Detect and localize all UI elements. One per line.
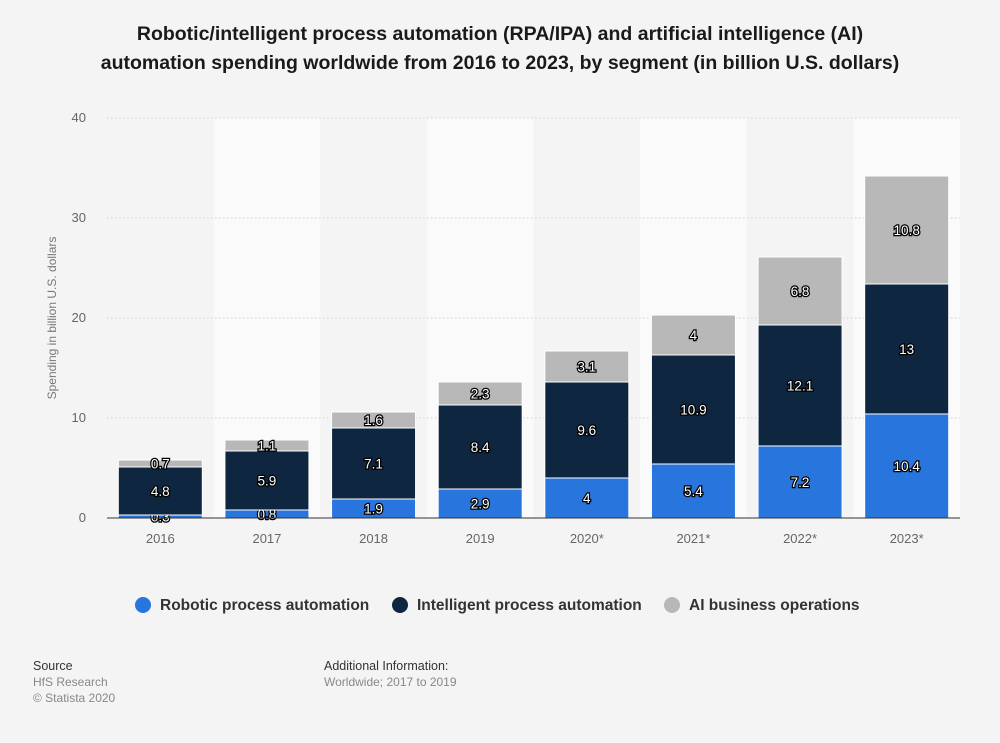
source-line: HfS Research (33, 675, 108, 689)
bar-segment (757, 445, 843, 519)
x-tick-label: 2018 (359, 531, 388, 546)
data-label: 10.4 (894, 459, 921, 474)
bar-segment (864, 175, 950, 285)
data-label: 3.1 (577, 360, 596, 375)
data-label: 4 (583, 491, 591, 506)
info-text: Worldwide; 2017 to 2019 (324, 675, 457, 689)
bar-segment (544, 350, 630, 383)
bar-segment (650, 354, 736, 465)
data-label: 12.1 (787, 379, 813, 394)
data-label: 7.1 (364, 457, 383, 472)
legend-label: AI business operations (689, 597, 860, 614)
data-label: 10.9 (680, 403, 706, 418)
data-label: 4.8 (151, 484, 170, 499)
x-tick-label: 2019 (466, 531, 495, 546)
data-label: 2.9 (471, 497, 490, 512)
info-heading: Additional Information: (324, 659, 449, 673)
legend-label: Intelligent process automation (417, 597, 642, 614)
bar-segment (757, 256, 843, 326)
bar-segment (437, 488, 523, 519)
y-tick-label: 30 (72, 210, 86, 225)
y-axis-label: Spending in billion U.S. dollars (45, 237, 59, 400)
bar-segment (224, 450, 310, 511)
data-label: 4 (690, 328, 698, 343)
bar-segment (331, 427, 417, 500)
source-heading: Source (33, 659, 73, 673)
bar-segment (437, 381, 523, 406)
data-label: 2.3 (471, 387, 490, 402)
source-block: Source HfS Research © Statista 2020 (33, 658, 115, 706)
data-label: 6.8 (791, 284, 810, 299)
x-tick-label: 2016 (146, 531, 175, 546)
x-tick-label: 2022* (783, 531, 817, 546)
data-label: 10.8 (894, 223, 920, 238)
y-tick-label: 10 (72, 410, 86, 425)
title-line: Robotic/intelligent process automation (… (136, 23, 864, 45)
bar-segment (650, 463, 736, 519)
source-line: © Statista 2020 (33, 691, 116, 705)
data-label: 1.1 (258, 439, 277, 454)
y-tick-label: 20 (72, 310, 86, 325)
bar-segment (117, 459, 203, 468)
bar-segment (437, 404, 523, 490)
x-tick-label: 2023* (890, 531, 924, 546)
data-label: 5.4 (684, 484, 703, 499)
bar-segment (544, 477, 630, 519)
stacked-bar-chart: 0 10 20 30 40 Spending in billion U.S. dollar… (45, 110, 960, 614)
additional-info-block: Additional Information: Worldwide; 2017 … (324, 658, 457, 690)
data-label: 7.2 (791, 475, 810, 490)
legend-marker (135, 597, 151, 613)
data-label: 13 (899, 342, 914, 357)
data-label: 1.9 (364, 502, 383, 517)
bar-segment (864, 413, 950, 519)
bar-segment (650, 314, 736, 356)
legend-label: Robotic process automation (160, 597, 369, 614)
bar-segment (224, 439, 310, 452)
bar-segment (117, 466, 203, 516)
data-label: 8.4 (471, 440, 490, 455)
legend-marker (664, 597, 680, 613)
bar-segment (757, 324, 843, 447)
legend-marker (392, 597, 408, 613)
y-tick-label: 0 (79, 510, 86, 525)
bar-segment (331, 411, 417, 429)
data-label: 0.7 (151, 457, 170, 472)
x-tick-label: 2017 (252, 531, 281, 546)
data-label: 5.9 (258, 474, 277, 489)
data-label: 1.6 (364, 413, 383, 428)
bar-segment (544, 381, 630, 479)
data-label: 9.6 (577, 423, 596, 438)
chart-title: Robotic/intelligent process automation (… (0, 20, 1000, 78)
bar-segment (864, 283, 950, 415)
x-tick-label: 2021* (676, 531, 710, 546)
y-tick-label: 40 (72, 110, 86, 125)
title-line: automation spending worldwide from 2016 … (100, 52, 900, 74)
x-tick-label: 2020* (570, 531, 604, 546)
